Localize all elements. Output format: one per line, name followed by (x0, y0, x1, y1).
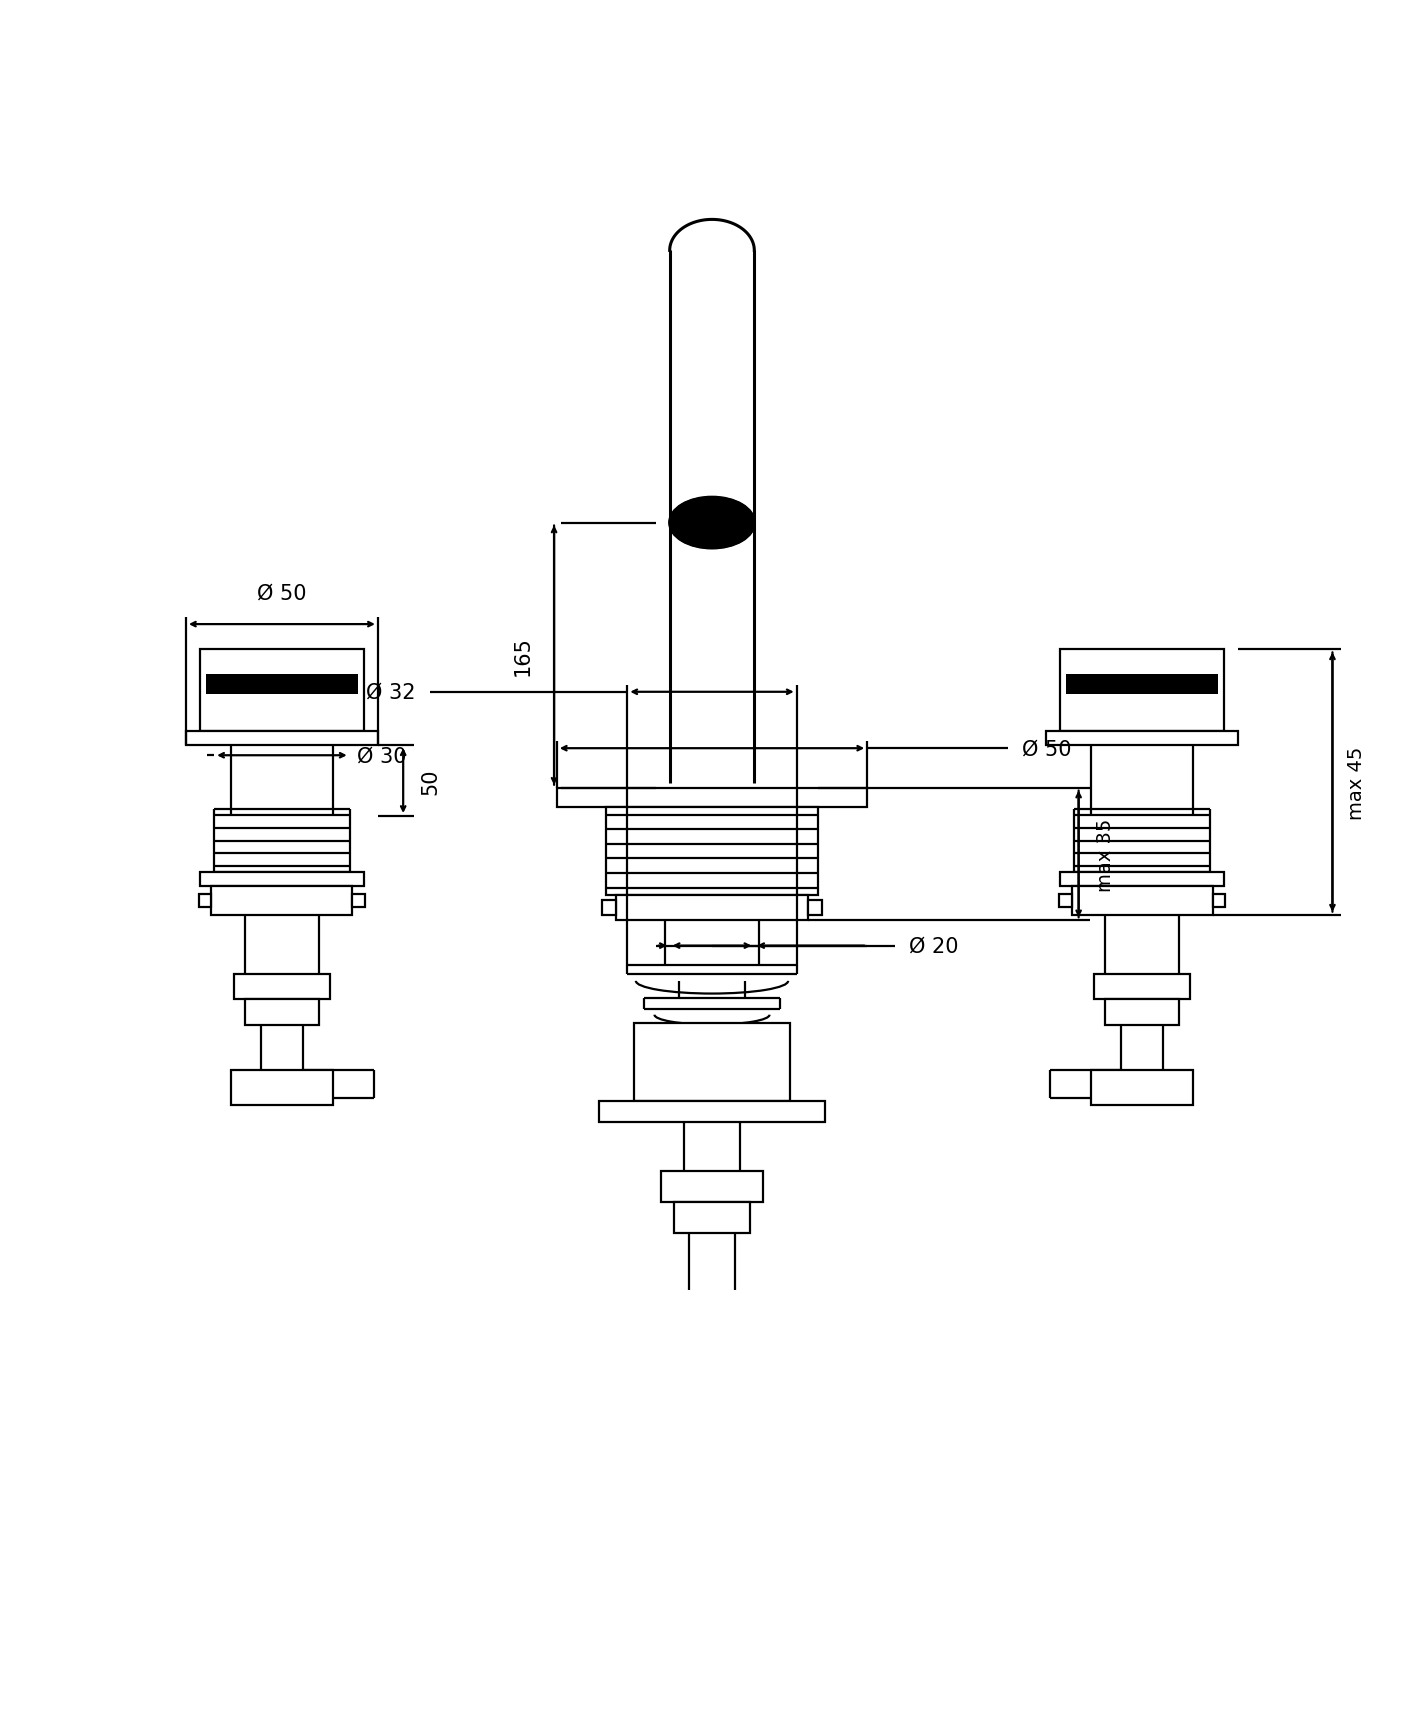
Bar (234, 973, 330, 999)
Bar (1047, 732, 1237, 746)
Bar (807, 901, 822, 915)
Text: Ø 32: Ø 32 (366, 682, 416, 703)
Text: max 45: max 45 (1347, 746, 1366, 818)
Text: Ø 30: Ø 30 (356, 746, 406, 765)
Text: Ø 20: Ø 20 (910, 936, 958, 956)
Bar (1067, 675, 1218, 694)
Bar (635, 1023, 789, 1101)
Bar (1072, 887, 1213, 915)
Text: 165: 165 (513, 636, 533, 675)
Bar (600, 1101, 824, 1122)
Bar (1094, 973, 1190, 999)
Bar (201, 650, 363, 732)
Bar (674, 1203, 750, 1234)
Bar (617, 896, 807, 920)
Bar (187, 732, 377, 746)
Bar (201, 874, 363, 887)
Bar (557, 787, 867, 808)
Bar (206, 675, 357, 694)
Bar (1091, 1070, 1193, 1106)
Bar (245, 999, 319, 1025)
Ellipse shape (669, 498, 755, 548)
Bar (1059, 894, 1072, 908)
Bar (1061, 650, 1223, 732)
Bar (211, 887, 352, 915)
Text: Ø 50: Ø 50 (258, 584, 306, 603)
Text: max 35: max 35 (1095, 818, 1115, 891)
Bar (1213, 894, 1225, 908)
Bar (352, 894, 365, 908)
Bar (607, 808, 817, 896)
Text: Ø 50: Ø 50 (1022, 739, 1072, 758)
Bar (199, 894, 211, 908)
Bar (661, 1172, 763, 1203)
Bar (1105, 999, 1179, 1025)
Text: 50: 50 (420, 768, 440, 794)
Bar (231, 1070, 333, 1106)
Bar (1061, 874, 1223, 887)
Bar (602, 901, 617, 915)
